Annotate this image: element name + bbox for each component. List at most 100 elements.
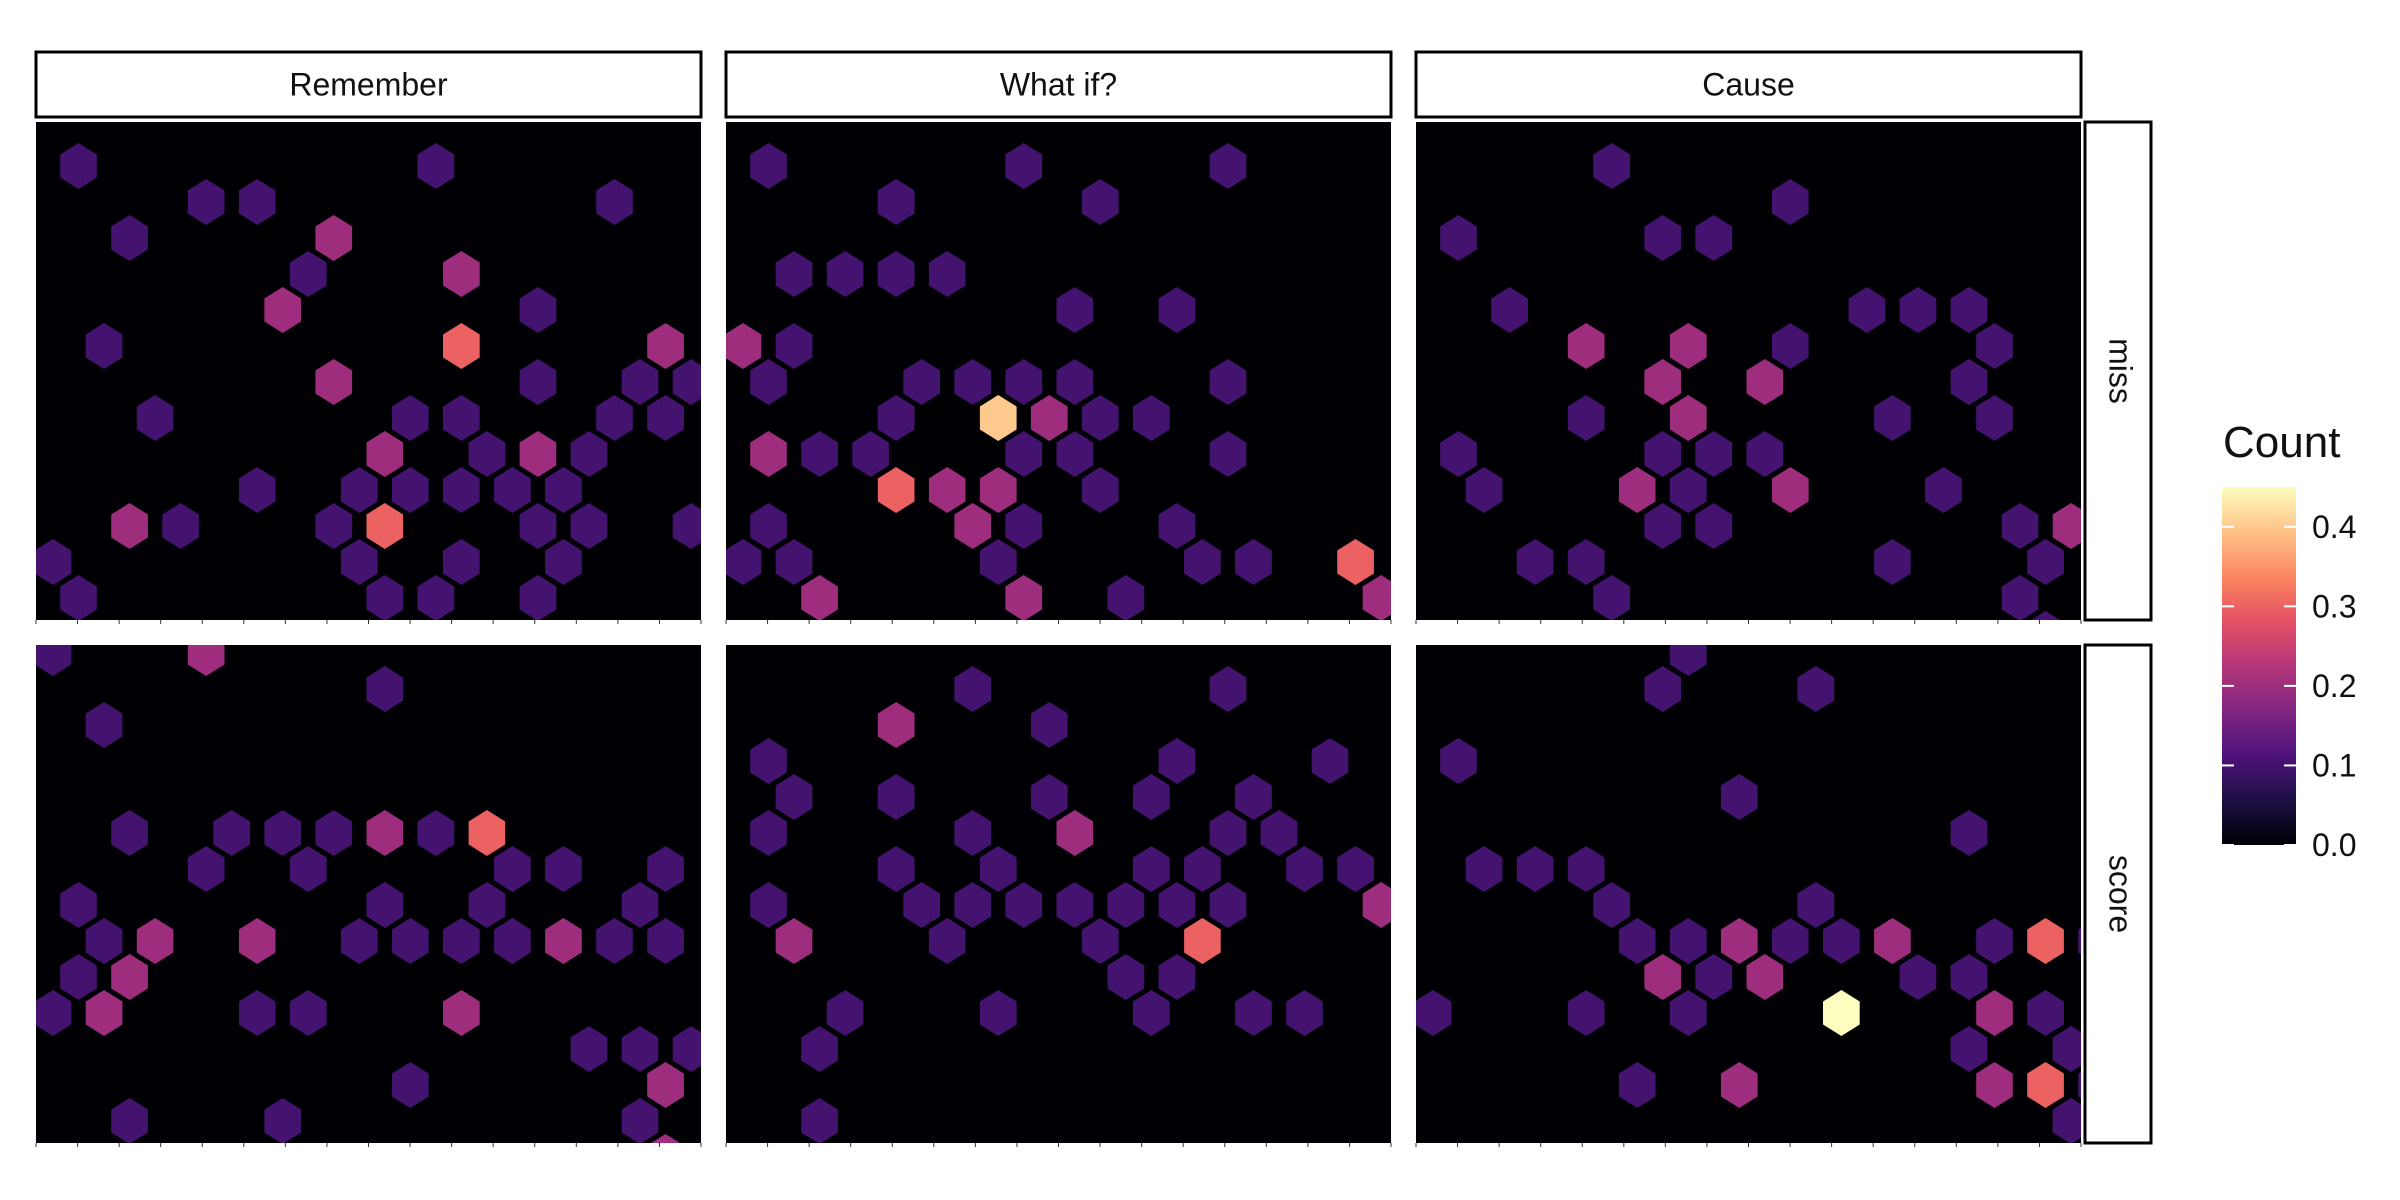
hex-cell: [36, 990, 72, 1036]
hex-cell: [1874, 918, 1911, 964]
hex-cell: [1797, 882, 1835, 928]
hex-cell: [954, 359, 991, 405]
strip-row-0: miss: [2083, 120, 2153, 622]
hex-cell: [366, 431, 404, 477]
hex-cell: [1746, 431, 1784, 477]
hex-cell: [111, 215, 148, 261]
hex-cell: [1950, 954, 1988, 1000]
hex-cell: [801, 575, 838, 620]
hex-cell: [366, 882, 404, 928]
hex-cell: [1209, 882, 1247, 928]
legend: Count 0.0 0.1 0.2 0.3 0.4: [2222, 418, 2356, 863]
hex-cell: [1440, 215, 1477, 261]
hex-cell: [954, 666, 991, 712]
hex-cell: [366, 810, 404, 856]
hex-cell: [187, 645, 225, 676]
hex-cell: [826, 251, 864, 297]
hex-cell: [1618, 1062, 1656, 1108]
hex-cell: [1772, 918, 1809, 964]
hex-cell: [1005, 143, 1043, 189]
hex-cell: [1235, 774, 1272, 820]
hex-cell: [877, 846, 915, 892]
hex-cell: [1416, 990, 1452, 1036]
hex-cell: [136, 395, 174, 441]
hex-cell: [1184, 918, 1221, 964]
hex-cell: [570, 503, 608, 549]
hex-cell: [1516, 539, 1554, 585]
hex-cell: [289, 846, 327, 892]
hex-cell: [621, 359, 659, 405]
hex-cell: [1695, 431, 1733, 477]
hex-cell: [1133, 990, 1170, 1036]
hex-cell: [979, 539, 1017, 585]
hex-cell: [519, 575, 557, 620]
hex-cell: [1209, 359, 1247, 405]
hex-cell: [1005, 882, 1043, 928]
hex-cell: [366, 503, 404, 549]
hex-cell: [417, 810, 455, 856]
hex-cell: [85, 918, 123, 964]
hex-cell: [672, 1026, 701, 1072]
strip-column-1: What if?: [724, 50, 1393, 119]
hex-cell: [1874, 539, 1911, 585]
hex-cell: [726, 539, 762, 585]
hex-cell: [596, 179, 633, 225]
hex-cell: [494, 467, 531, 513]
hex-cell: [979, 846, 1017, 892]
hex-cell: [750, 810, 787, 856]
hex-cell: [1720, 918, 1758, 964]
hex-cell: [443, 990, 480, 1036]
hex-cell: [1823, 918, 1860, 964]
panel-cause-miss: [1415, 122, 2082, 624]
hex-cell: [1082, 179, 1119, 225]
hex-cell: [417, 575, 455, 620]
hex-cell: [1311, 738, 1349, 784]
hex-cell: [1669, 918, 1707, 964]
hex-cell: [1005, 359, 1043, 405]
hex-cell: [1286, 990, 1323, 1036]
hex-cell: [443, 539, 480, 585]
hex-cell: [1107, 575, 1145, 620]
hex-cell: [1720, 774, 1758, 820]
hex-cell: [1925, 467, 1962, 513]
hex-cell: [1695, 215, 1733, 261]
hex-cell: [1516, 846, 1554, 892]
hex-cell: [775, 774, 813, 820]
strip-column-0: Remember: [34, 50, 703, 119]
hex-cell: [392, 1062, 429, 1108]
hex-cell: [2027, 539, 2064, 585]
hex-cell: [570, 1026, 608, 1072]
hex-cell: [1976, 395, 2013, 441]
hex-cell: [775, 251, 813, 297]
hex-cell: [903, 882, 940, 928]
hex-cell: [672, 503, 701, 549]
hex-cell: [1669, 645, 1707, 676]
hex-cell: [443, 251, 480, 297]
hex-cell: [1899, 287, 1937, 333]
hex-cell: [1695, 503, 1733, 549]
hex-cell: [1669, 395, 1707, 441]
hex-cell: [494, 918, 531, 964]
hex-cell: [1209, 431, 1247, 477]
panel-whatif-score: [725, 645, 1392, 1147]
hex-cell: [1950, 287, 1988, 333]
hex-cell: [1644, 954, 1681, 1000]
hex-cell: [877, 774, 915, 820]
hex-cell: [1950, 359, 1988, 405]
hex-cell: [621, 1098, 659, 1143]
hex-cell: [1593, 882, 1630, 928]
hex-cell: [1772, 467, 1809, 513]
hex-cell: [1005, 431, 1043, 477]
hex-cell: [111, 810, 148, 856]
hex-cell: [238, 990, 276, 1036]
strips-layer: Remember What if? Cause miss score: [34, 50, 2153, 1145]
hex-cell: [1976, 1062, 2013, 1108]
hex-cell: [1209, 143, 1247, 189]
strip-column-2: Cause: [1414, 50, 2083, 119]
hex-cell: [570, 431, 608, 477]
hex-cell: [1593, 575, 1630, 620]
hex-cell: [1056, 431, 1094, 477]
hex-cell: [1874, 395, 1911, 441]
